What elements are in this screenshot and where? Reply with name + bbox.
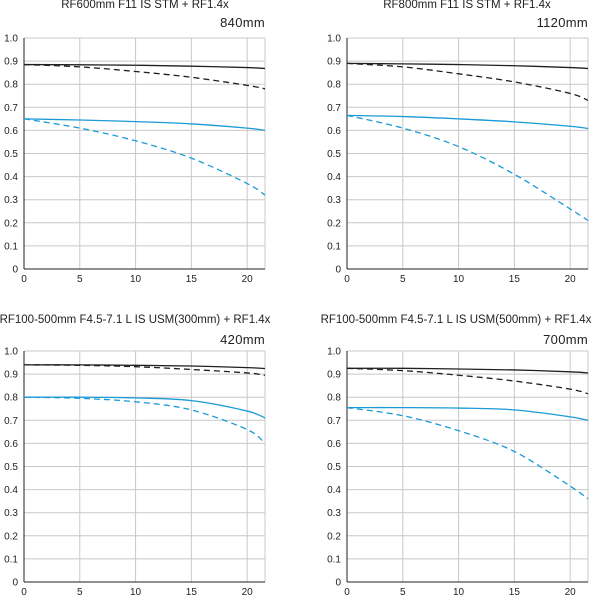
mtf-curve-black-solid: [346, 367, 589, 374]
y-tick-label: 0.5: [4, 149, 18, 160]
focal-length-label: 420mm: [220, 332, 265, 347]
focal-length-label: 1120mm: [537, 15, 588, 30]
y-tick-label: 1.0: [4, 347, 18, 358]
y-tick-label: 0.4: [327, 172, 341, 183]
chart-title: RF800mm F11 IS STM + RF1.4x: [383, 0, 551, 11]
y-tick-label: 0.7: [327, 103, 341, 114]
y-tick-label: 0.1: [327, 241, 341, 252]
x-tick-label: 10: [453, 587, 465, 598]
mtf-curve-black-dashed: [346, 62, 589, 101]
y-tick-label: 0.1: [327, 554, 341, 565]
y-tick-label: 0.7: [4, 103, 18, 114]
y-tick-label: 0.9: [327, 57, 341, 68]
chart-title: RF600mm F11 IS STM + RF1.4x: [61, 0, 229, 11]
mtf-curve-blue-dashed: [23, 396, 266, 444]
mtf-chart-panel-2: RF800mm F11 IS STM + RF1.4x 1120mm 0 0.1 0…: [327, 0, 589, 285]
y-tick-label: 0.6: [327, 126, 341, 137]
y-tick-label: 0.3: [4, 195, 18, 206]
y-tick-label: 0.2: [327, 531, 341, 542]
y-tick-label: 0.7: [4, 416, 18, 427]
y-tick-label: 0.3: [327, 508, 341, 519]
mtf-curve-black-dashed: [346, 367, 589, 395]
mtf-curve-black-dashed: [23, 364, 266, 376]
x-tick-label: 0: [21, 587, 27, 598]
y-tick-label: 0.3: [4, 508, 18, 519]
y-tick-label: 0.5: [327, 462, 341, 473]
x-tick-label: 0: [344, 274, 350, 285]
y-tick-label: 0.4: [4, 485, 18, 496]
y-tick-label: 0.9: [4, 57, 18, 68]
x-tick-label: 5: [400, 587, 406, 598]
y-tick-label: 0.8: [4, 393, 18, 404]
y-tick-label: 0.6: [4, 126, 18, 137]
x-tick-label: 20: [242, 587, 254, 598]
y-tick-label: 0.3: [327, 195, 341, 206]
y-tick-label: 0.5: [4, 462, 18, 473]
focal-length-label: 840mm: [220, 15, 265, 30]
x-tick-label: 10: [130, 274, 142, 285]
x-tick-label: 15: [509, 587, 521, 598]
y-tick-label: 0.8: [327, 393, 341, 404]
y-tick-label: 0.1: [4, 241, 18, 252]
chart-title: RF100-500mm F4.5-7.1 L IS USM(500mm) + R…: [321, 314, 591, 326]
mtf-chart-panel-4: RF100-500mm F4.5-7.1 L IS USM(500mm) + R…: [321, 314, 591, 598]
mtf-curve-black-solid: [23, 63, 266, 70]
mtf-curve-blue-solid: [346, 406, 589, 421]
y-tick-label: 0.8: [4, 80, 18, 91]
x-tick-label: 10: [130, 587, 142, 598]
y-tick-label: 0.2: [4, 218, 18, 229]
x-tick-label: 15: [186, 274, 198, 285]
y-tick-label: 0: [12, 265, 18, 276]
y-tick-label: 0: [335, 578, 341, 589]
x-tick-label: 20: [565, 587, 577, 598]
x-tick-label: 10: [453, 274, 465, 285]
x-tick-label: 15: [186, 587, 198, 598]
x-tick-label: 20: [565, 274, 577, 285]
mtf-curve-blue-solid: [23, 118, 266, 132]
mtf-curve-black-dashed: [23, 63, 266, 90]
y-tick-label: 1.0: [327, 347, 341, 358]
y-tick-label: 0.9: [327, 370, 341, 381]
mtf-curve-blue-solid: [346, 114, 589, 130]
x-tick-label: 15: [509, 274, 521, 285]
y-tick-label: 0.1: [4, 554, 18, 565]
y-tick-label: 0.4: [4, 172, 18, 183]
y-tick-label: 0.8: [327, 80, 341, 91]
y-tick-label: 0.5: [327, 149, 341, 160]
y-tick-label: 1.0: [4, 34, 18, 45]
x-tick-label: 5: [77, 274, 83, 285]
mtf-chart-panel-3: RF100-500mm F4.5-7.1 L IS USM(300mm) + R…: [0, 314, 271, 598]
x-tick-label: 5: [400, 274, 406, 285]
y-tick-label: 0.2: [4, 531, 18, 542]
y-tick-label: 0.2: [327, 218, 341, 229]
y-tick-label: 0.6: [4, 439, 18, 450]
y-tick-label: 0.6: [327, 439, 341, 450]
x-tick-label: 0: [21, 274, 27, 285]
focal-length-label: 700mm: [543, 332, 588, 347]
y-tick-label: 0.4: [327, 485, 341, 496]
mtf-curve-black-solid: [346, 62, 589, 70]
y-tick-label: 0.7: [327, 416, 341, 427]
y-tick-label: 1.0: [327, 34, 341, 45]
chart-title: RF100-500mm F4.5-7.1 L IS USM(300mm) + R…: [0, 314, 271, 326]
y-tick-label: 0: [335, 265, 341, 276]
y-tick-label: 0.9: [4, 370, 18, 381]
mtf-curve-blue-dashed: [346, 114, 589, 222]
mtf-chart-panel-1: RF600mm F11 IS STM + RF1.4x 840mm 0 0.1 0.…: [4, 0, 266, 285]
x-tick-label: 0: [344, 587, 350, 598]
mtf-curve-blue-dashed: [346, 406, 589, 500]
y-tick-label: 0: [12, 578, 18, 589]
mtf-curve-blue-dashed: [23, 118, 266, 196]
x-tick-label: 5: [77, 587, 83, 598]
mtf-curve-blue-solid: [23, 396, 266, 419]
x-tick-label: 20: [242, 274, 254, 285]
